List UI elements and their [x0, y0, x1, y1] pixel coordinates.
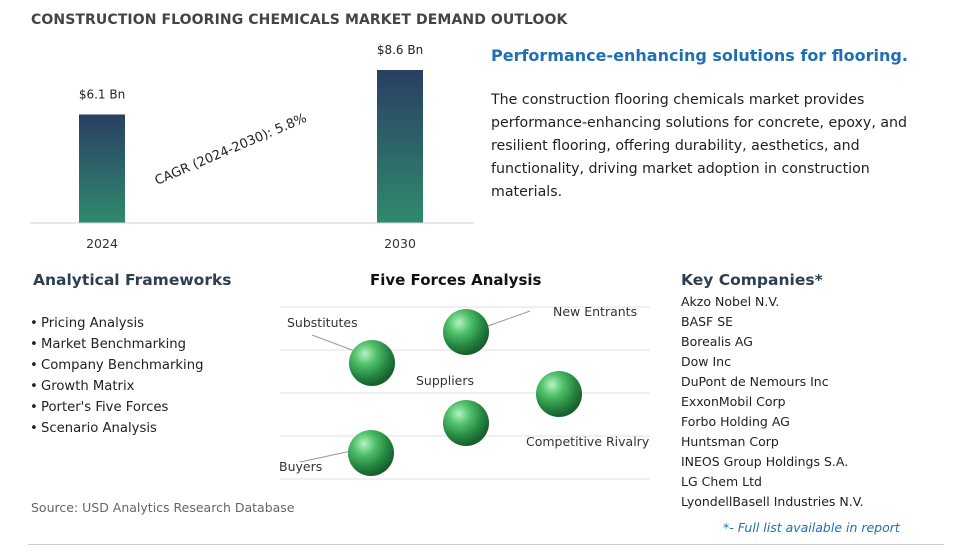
- divider: [28, 544, 944, 545]
- force-label-suppliers: Suppliers: [416, 373, 474, 388]
- list-item: Borealis AG: [681, 334, 753, 349]
- list-item: LG Chem Ltd: [681, 474, 762, 489]
- five-forces-title: Five Forces Analysis: [370, 271, 542, 289]
- connector-line: [299, 449, 357, 463]
- bar-2030: [377, 70, 423, 223]
- cagr-annotation: CAGR (2024-2030): 5.8%: [153, 111, 309, 189]
- rivalry-sphere-icon: [536, 371, 582, 417]
- list-item: LyondellBasell Industries N.V.: [681, 494, 864, 509]
- force-label-new-entrants: New Entrants: [553, 304, 637, 319]
- force-label-rivalry: Competitive Rivalry: [526, 434, 650, 449]
- summary-headline: Performance-enhancing solutions for floo…: [491, 46, 908, 65]
- five-forces-diagram: Substitutes New Entrants Suppliers Compe…: [279, 304, 650, 480]
- x-tick-label: 2024: [86, 236, 118, 251]
- bullet-icon: •: [30, 421, 38, 436]
- companies-footnote: *- Full list available in report: [723, 520, 900, 535]
- source-note: Source: USD Analytics Research Database: [31, 500, 295, 515]
- force-label-buyers: Buyers: [279, 459, 322, 474]
- bullet-icon: •: [30, 316, 38, 331]
- list-item: BASF SE: [681, 314, 734, 329]
- summary-description: The construction flooring chemicals mark…: [491, 92, 908, 200]
- list-item: • Company Benchmarking: [30, 355, 203, 376]
- companies-title: Key Companies*: [681, 271, 823, 289]
- bar-2024: [79, 114, 125, 223]
- list-item: • Porter's Five Forces: [30, 397, 203, 418]
- buyers-sphere-icon: [348, 430, 394, 476]
- list-item: • Growth Matrix: [30, 376, 203, 397]
- list-item: • Pricing Analysis: [30, 313, 203, 334]
- new-entrants-sphere-icon: [443, 309, 489, 355]
- companies-list: Akzo Nobel N.V. BASF SE Borealis AG Dow …: [681, 292, 864, 512]
- bar-value-label: $8.6 Bn: [377, 43, 423, 57]
- connector-line: [311, 334, 361, 354]
- bar-value-label: $6.1 Bn: [79, 87, 125, 101]
- page-title: CONSTRUCTION FLOORING CHEMICALS MARKET D…: [31, 12, 568, 28]
- list-item: Huntsman Corp: [681, 434, 779, 449]
- bullet-icon: •: [30, 379, 38, 394]
- list-item: Akzo Nobel N.V.: [681, 294, 780, 309]
- list-item: • Scenario Analysis: [30, 418, 203, 439]
- list-item: Forbo Holding AG: [681, 414, 790, 429]
- bullet-icon: •: [30, 337, 38, 352]
- list-item: • Market Benchmarking: [30, 334, 203, 355]
- force-label-substitutes: Substitutes: [287, 315, 358, 330]
- connector-line: [487, 310, 531, 327]
- list-item: INEOS Group Holdings S.A.: [681, 454, 849, 469]
- suppliers-sphere-icon: [443, 400, 489, 446]
- bullet-icon: •: [30, 358, 38, 373]
- bullet-icon: •: [30, 400, 38, 415]
- frameworks-list: • Pricing Analysis • Market Benchmarking •…: [30, 313, 203, 439]
- list-item: ExxonMobil Corp: [681, 394, 786, 409]
- bar-chart: $6.1 Bn $8.6 Bn 2024 2030 CAGR (2024-2030)…: [30, 43, 474, 251]
- x-tick-label: 2030: [384, 236, 416, 251]
- substitutes-sphere-icon: [349, 340, 395, 386]
- frameworks-title: Analytical Frameworks: [33, 271, 232, 289]
- list-item: Dow Inc: [681, 354, 731, 369]
- list-item: DuPont de Nemours Inc: [681, 374, 829, 389]
